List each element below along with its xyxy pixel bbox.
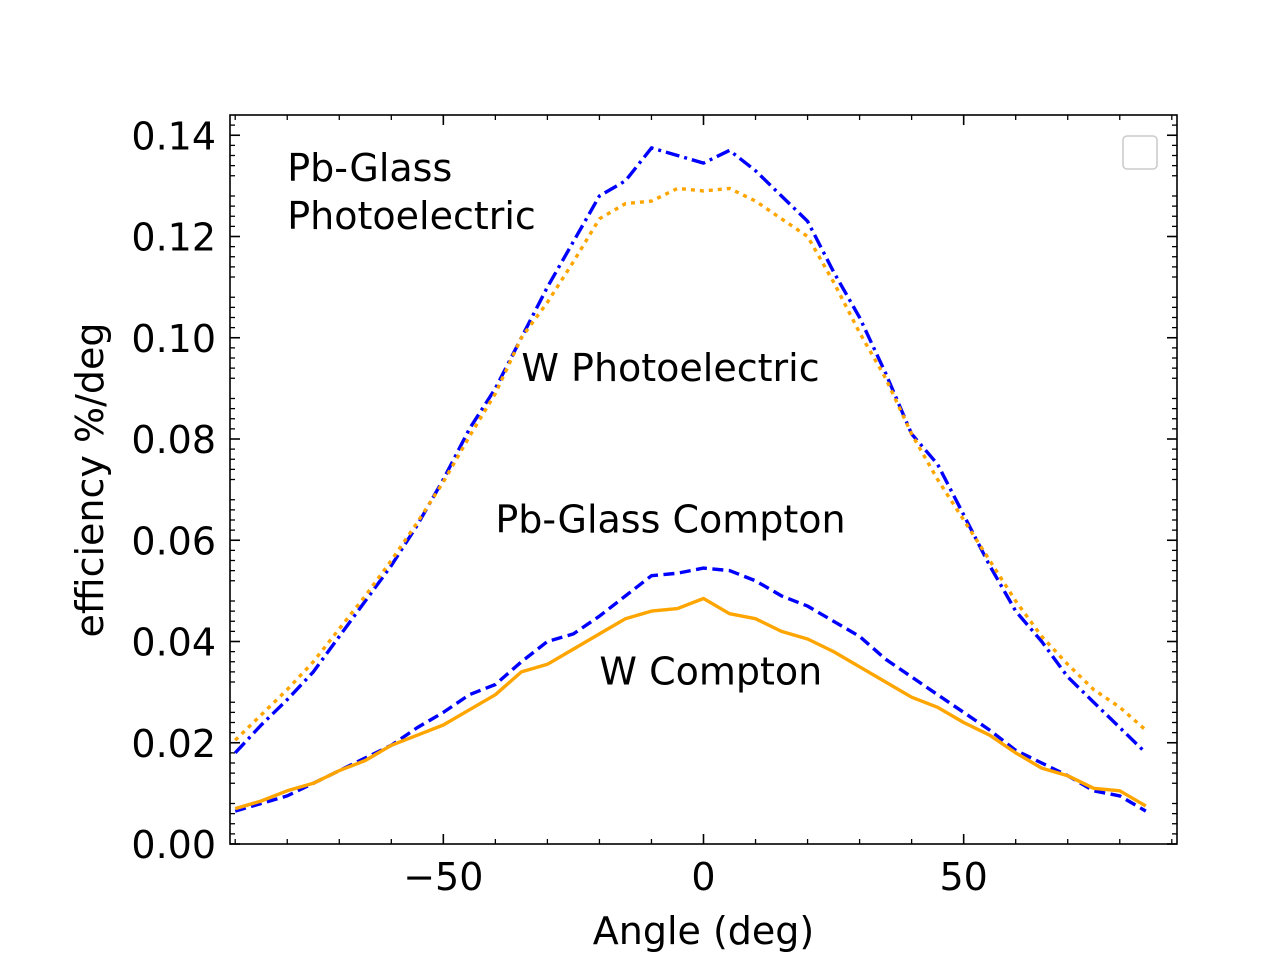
y-tick-label: 0.08 — [131, 418, 216, 462]
series-group — [233, 146, 1147, 813]
annotation-pbglass-compton: Pb-Glass Compton — [495, 498, 845, 542]
major-ticks — [230, 115, 1177, 845]
y-tick-label: 0.02 — [131, 722, 216, 766]
tick-labels: −50 0 50 0.00 0.02 0.04 0.06 0.08 0.10 0.12 0.14 — [131, 114, 987, 899]
x-tick-label: 0 — [691, 855, 715, 899]
minor-ticks — [230, 115, 1177, 844]
y-tick-label: 0.06 — [131, 519, 216, 563]
legend-box — [1122, 135, 1158, 170]
annotation-pbglass-photo-l1: Pb-Glass — [287, 146, 452, 190]
series-line-w-compton — [234, 596, 1147, 811]
x-tick-label: −50 — [403, 855, 483, 899]
series-line-pb-glass-photoelectric — [233, 146, 1147, 755]
y-tick-label: 0.04 — [131, 621, 216, 665]
annotation-w-photo: W Photoelectric — [521, 346, 819, 390]
y-tick-label: 0.14 — [131, 114, 216, 158]
plot-frame — [229, 114, 1178, 845]
x-tick-label: 50 — [939, 855, 987, 899]
y-tick-label: 0.00 — [131, 823, 216, 867]
annotation-pbglass-photo-l2: Photoelectric — [287, 194, 536, 238]
y-tick-label: 0.12 — [131, 216, 216, 260]
x-axis-label: Angle (deg) — [593, 909, 815, 953]
y-axis-label: efficiency %/deg — [68, 322, 112, 637]
y-tick-label: 0.10 — [131, 317, 216, 361]
annotation-w-compton: W Compton — [599, 650, 822, 694]
